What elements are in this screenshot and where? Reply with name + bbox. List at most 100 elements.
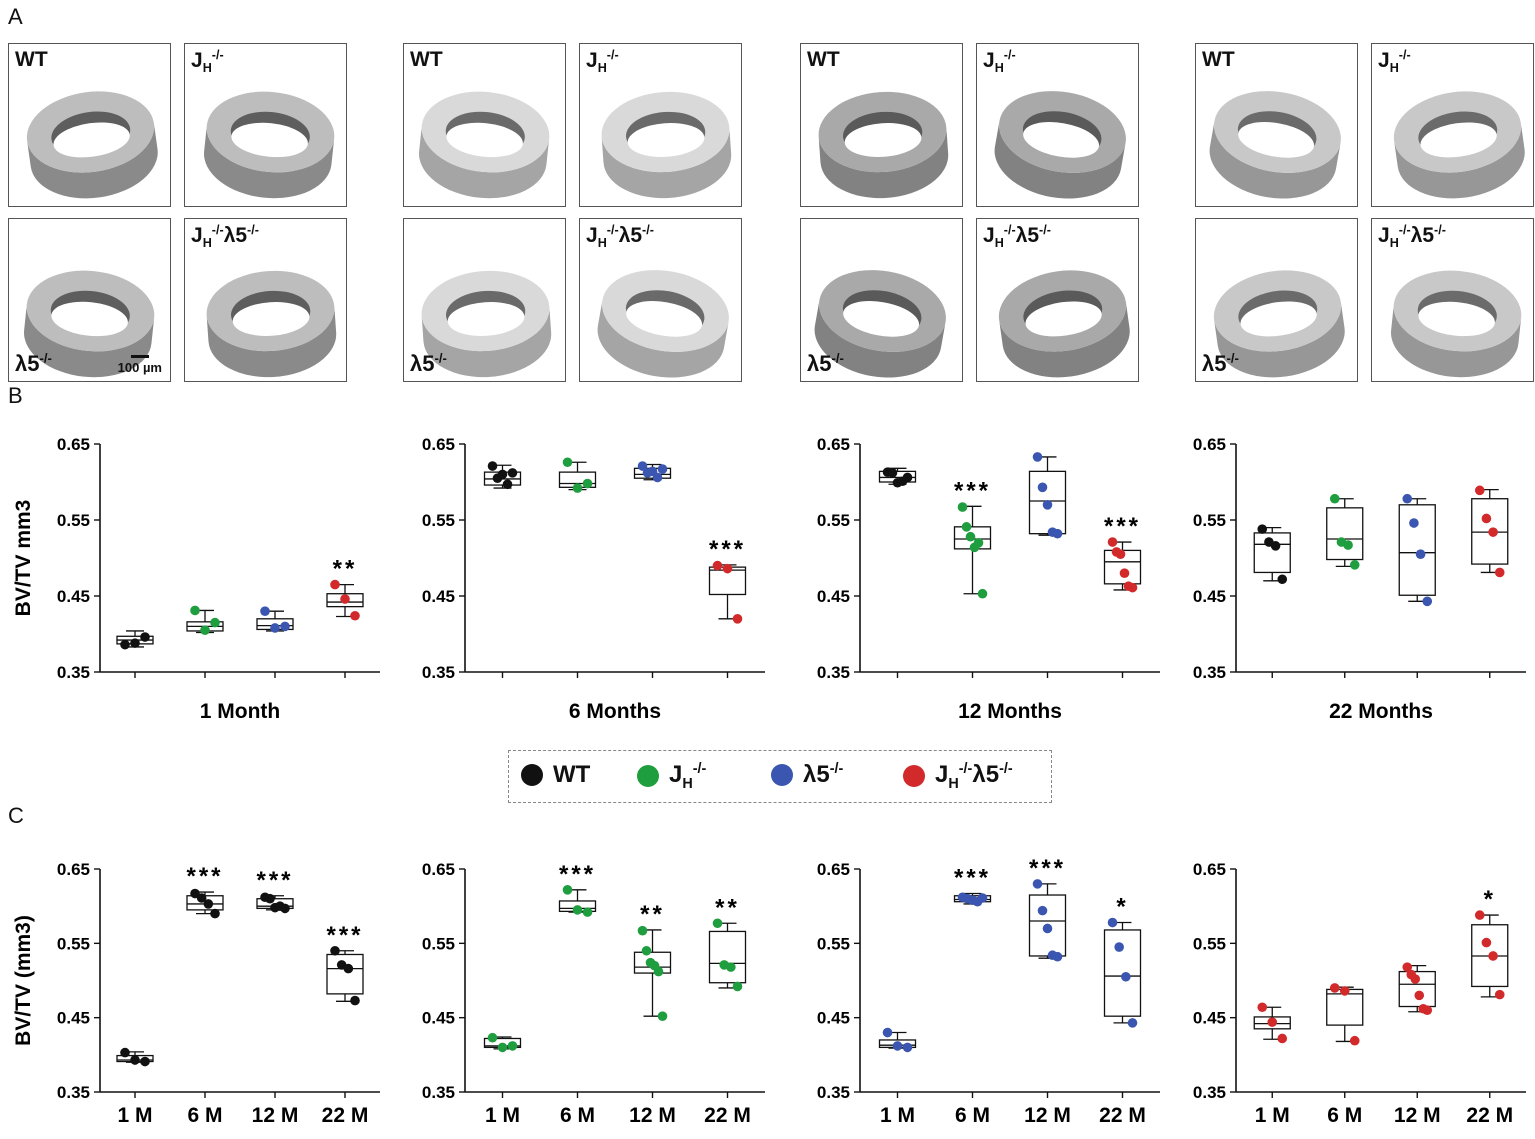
y-tick-label: 0.45: [1193, 587, 1226, 606]
data-point: [712, 918, 723, 929]
label-l5-text: λ5-/-: [410, 350, 447, 376]
y-tick-label: 0.65: [1193, 860, 1226, 879]
x-tick-label: 6 M: [560, 1104, 595, 1127]
data-point: [350, 995, 360, 1006]
label-l5-text: λ5-/-: [1202, 350, 1239, 376]
data-point: [562, 457, 573, 468]
box: [1028, 470, 1067, 535]
legend-item-l5: λ5-/-: [771, 761, 843, 789]
data-point: [1474, 485, 1485, 496]
data-point: [1494, 989, 1505, 1000]
data-point: [1422, 596, 1433, 607]
data-point: [1042, 923, 1053, 934]
data-point: [120, 639, 130, 650]
data-point: [657, 464, 668, 474]
bone-ring-render: [206, 270, 337, 378]
y-tick-label: 0.35: [1193, 663, 1226, 682]
data-point: [487, 1032, 498, 1043]
data-point: [902, 472, 913, 483]
data-point: [1488, 527, 1498, 537]
data-point: [1115, 549, 1126, 559]
scale-bar: 100 µm: [118, 355, 162, 375]
image-cell-2-l5: λ5-/-: [403, 218, 566, 382]
bone-render-canvas: [998, 270, 1130, 378]
bone-ring-render: [204, 91, 335, 199]
data-point: [210, 908, 220, 919]
legend-dot-wt: [521, 764, 543, 786]
y-tick-label: 0.35: [817, 1083, 850, 1102]
scale-bar-label: 100 µm: [117, 360, 162, 375]
panel-letter-a: A: [8, 4, 23, 29]
legend: WT JH-/- λ5-/- JH-/-λ5-/-: [508, 750, 1052, 803]
data-point: [507, 468, 518, 478]
y-tick-label: 0.65: [1193, 435, 1226, 454]
legend-label-dko: JH-/-λ5-/-: [935, 761, 1013, 792]
label-wt-text: WT: [807, 48, 840, 71]
data-point: [1343, 540, 1353, 550]
genotype-label-l5: λ5-/-: [15, 351, 52, 377]
label-dko-text: JH-/-λ5-/-: [586, 223, 654, 251]
data-point: [1494, 567, 1505, 578]
data-point: [1488, 951, 1498, 961]
data-point: [1114, 942, 1124, 952]
legend-label-jh: JH-/-: [669, 761, 707, 792]
x-tick-label: 1 M: [485, 1104, 520, 1127]
bone-render-canvas: [1209, 91, 1341, 199]
y-tick-label: 0.65: [422, 435, 455, 454]
genotype-label-dko: JH-/-λ5-/-: [191, 223, 259, 250]
x-tick-label: 1 M: [117, 1104, 152, 1127]
bone-ring-render: [1391, 270, 1522, 378]
data-point: [1329, 983, 1340, 993]
data-point: [1339, 986, 1350, 996]
data-point: [1402, 962, 1413, 972]
bone-render-canvas: [994, 91, 1126, 199]
y-tick-label: 0.45: [817, 1009, 850, 1028]
bone-render-canvas: [26, 91, 158, 199]
x-tick-label: 22 M: [1099, 1104, 1146, 1127]
x-tick-label: 12 M: [252, 1104, 299, 1127]
bone-ring-render: [814, 270, 946, 378]
y-tick-label: 0.65: [57, 860, 90, 879]
data-point: [1042, 500, 1053, 510]
image-cell-3-jh: JH-/-: [976, 43, 1139, 207]
legend-dot-l5: [771, 764, 793, 786]
image-cell-3-l5: λ5-/-: [800, 218, 963, 382]
significance-label: ***: [559, 861, 596, 888]
box: [326, 953, 364, 995]
data-point: [1127, 582, 1138, 593]
genotype-label-wt: WT: [807, 48, 840, 72]
bone-render-canvas: [419, 91, 550, 199]
data-point: [1270, 541, 1281, 551]
label-l5-text: λ5-/-: [807, 350, 844, 376]
bone-render-canvas: [818, 91, 949, 199]
chart-c-dko: 0.35 0.45 0.55 0.65 1 M 6 M 12 M * 22 M: [1193, 860, 1526, 1127]
significance-label: ***: [709, 536, 746, 563]
data-point: [1267, 1017, 1278, 1027]
panel-letter-c: C: [8, 803, 24, 828]
data-point: [732, 614, 743, 624]
data-point: [1277, 1033, 1288, 1044]
bone-ring-render: [998, 270, 1130, 378]
image-cell-1-l5: λ5-/- 100 µm: [8, 218, 171, 382]
data-point: [726, 962, 736, 972]
data-point: [330, 579, 340, 590]
data-point: [957, 502, 968, 512]
bone-render-canvas: [814, 270, 946, 378]
data-point: [582, 907, 593, 917]
image-cell-4-jh: JH-/-: [1371, 43, 1534, 207]
genotype-label-jh: JH-/-: [586, 48, 619, 75]
y-tick-label: 0.55: [57, 934, 90, 953]
data-point: [120, 1047, 130, 1058]
y-tick-label: 0.45: [57, 587, 90, 606]
y-tick-label: 0.35: [422, 663, 455, 682]
data-point: [1402, 493, 1413, 504]
legend-label-l5: λ5-/-: [803, 761, 844, 788]
x-axis-label: 22 Months: [1329, 700, 1433, 723]
image-cell-4-wt: WT: [1195, 43, 1358, 207]
y-tick-label: 0.35: [422, 1083, 455, 1102]
y-tick-label: 0.45: [1193, 1009, 1226, 1028]
data-point: [130, 1055, 140, 1065]
data-point: [203, 899, 214, 909]
data-point: [140, 1056, 150, 1067]
data-point: [1127, 1018, 1138, 1028]
